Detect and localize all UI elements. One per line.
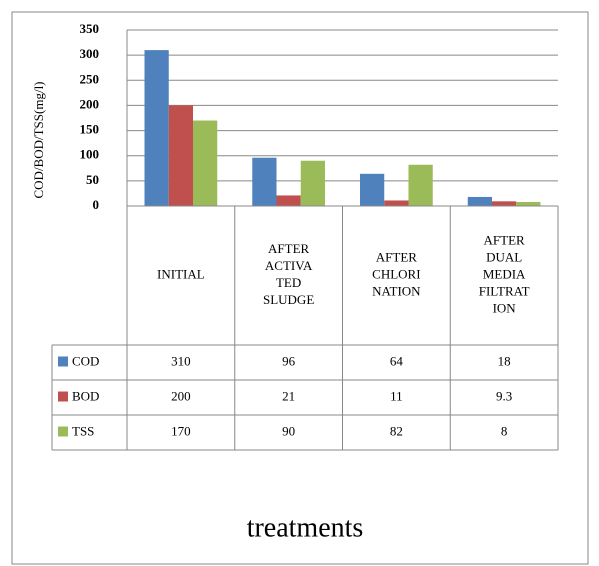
legend-label: BOD xyxy=(72,388,99,403)
table-cell: 90 xyxy=(282,423,295,438)
table-cell: 310 xyxy=(171,353,191,368)
table-cell: 8 xyxy=(501,423,508,438)
legend-label: TSS xyxy=(72,423,94,438)
y-tick-label: 100 xyxy=(80,147,100,162)
x-tick-label: AFTER CHLORI NATION xyxy=(372,249,421,298)
legend-swatch xyxy=(58,426,68,437)
x-tick-label: AFTER ACTIVA TED SLUDGE xyxy=(263,241,314,307)
table-cell: 11 xyxy=(390,388,403,403)
bar xyxy=(516,201,541,206)
bar xyxy=(168,105,193,206)
chart-frame xyxy=(11,11,589,565)
table-cell: 96 xyxy=(282,353,296,368)
y-tick-label: 50 xyxy=(86,172,99,187)
table-cell: 82 xyxy=(390,423,403,438)
bar xyxy=(300,160,325,206)
y-tick-label: 0 xyxy=(93,197,100,212)
table-cell: 170 xyxy=(171,423,191,438)
y-tick-label: 300 xyxy=(80,46,100,61)
legend-swatch xyxy=(58,391,68,402)
table-cell: 21 xyxy=(282,388,295,403)
bar xyxy=(467,196,493,206)
y-axis-label: COD/BOD/TSS(mg/l) xyxy=(31,81,46,198)
x-tick-label: AFTER DUAL MEDIA FILTRAT ION xyxy=(479,232,530,315)
bar xyxy=(360,173,385,206)
bar xyxy=(276,195,301,206)
bar xyxy=(492,201,517,206)
legend-label: COD xyxy=(72,353,99,368)
legend-swatch xyxy=(58,356,68,367)
bar xyxy=(408,164,433,206)
table-cell: 64 xyxy=(390,353,404,368)
x-axis-label: treatments xyxy=(247,512,364,543)
bar xyxy=(144,50,169,206)
x-tick-label: INITIAL xyxy=(157,266,205,281)
table-cell: 200 xyxy=(171,388,191,403)
table-cell: 9.3 xyxy=(496,388,512,403)
table-cell: 18 xyxy=(498,353,511,368)
bar xyxy=(384,200,409,206)
y-tick-label: 150 xyxy=(80,122,100,137)
y-tick-label: 200 xyxy=(80,96,100,111)
bar xyxy=(252,157,277,206)
y-tick-label: 350 xyxy=(80,21,100,36)
bar xyxy=(192,120,218,206)
y-tick-label: 250 xyxy=(80,71,100,86)
